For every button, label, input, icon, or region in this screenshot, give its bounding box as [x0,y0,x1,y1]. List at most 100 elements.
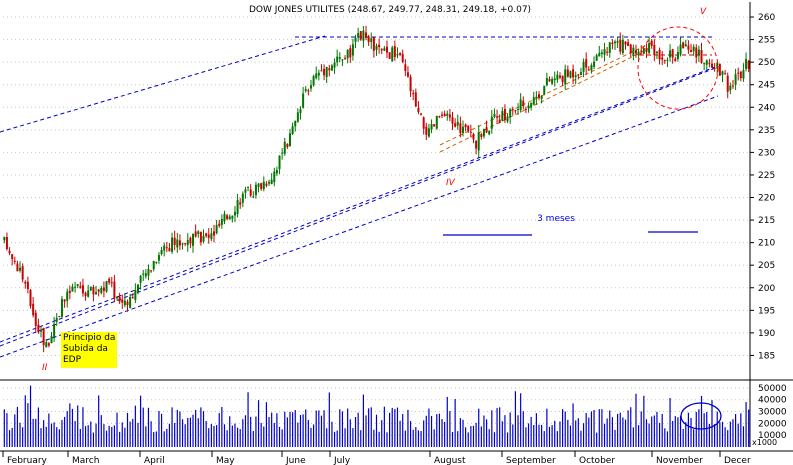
candle-body [359,31,362,40]
candle-body [653,44,656,56]
candle-body [446,113,449,116]
candle-body [519,99,522,111]
candle-body [63,299,66,302]
candle-body [731,85,734,87]
candle-body [100,287,103,294]
candle-body [511,108,514,110]
candle-body [55,317,58,322]
candle-body [142,273,145,275]
annotation-edp-line2: Subida da [63,344,108,354]
candle-body [396,54,399,56]
month-label: November [656,456,703,465]
volume-tick-label: 30000 [758,408,787,418]
candle-body [123,300,126,306]
annotation-label: 3 meses [537,214,575,224]
candle-body [354,37,357,42]
candle-body [603,49,606,55]
candle-body [627,42,630,46]
candle-body [157,255,160,261]
candle-body [742,70,745,79]
candle-body [493,113,496,118]
candle-body [210,233,213,240]
candle-body [506,116,509,122]
chart-title: DOW JONES UTILITES (248.67, 249.77, 248.… [249,5,531,15]
price-tick-label: 195 [758,306,775,316]
candle-body [34,312,37,326]
candle-body [496,116,499,118]
price-tick-label: 260 [758,13,775,23]
candle-body [3,237,6,241]
candle-body [228,216,231,220]
volume-bars [3,385,750,447]
candle-body [294,120,297,127]
axes [0,2,793,457]
candle-body [336,56,339,63]
candle-body [16,263,19,272]
candle-body [273,171,276,183]
candle-body [226,215,229,220]
candle-body [679,44,682,55]
candle-body [283,141,286,154]
candle-body [197,231,200,235]
candle-body [275,169,278,174]
candle-body [165,247,168,249]
candle-body [254,184,257,196]
volume-highlight-ellipse [680,402,722,430]
candle-body [593,61,596,67]
candle-body [60,298,63,317]
candle-body [351,44,354,56]
candle-body [634,50,637,54]
candle-body [509,109,512,117]
candle-body [97,289,100,292]
candle-body [451,117,454,124]
candle-body [95,292,98,295]
candle-body [608,42,611,53]
candle-body [291,126,294,135]
price-tick-label: 240 [758,103,775,113]
candle-body [178,240,181,246]
candle-body [168,248,171,252]
candle-body [621,39,624,53]
candle-body [454,123,457,127]
candle-body [296,112,299,122]
volume-tick-label: 40000 [758,396,787,406]
candle-body [11,254,14,260]
upper-channel-line [0,35,326,133]
candle-body [121,299,124,303]
candle-body [341,59,344,61]
candle-body [147,269,150,276]
price-tick-label: 250 [758,58,775,68]
candle-body [585,59,588,68]
candle-body [648,43,651,53]
candle-body [76,284,79,286]
month-label: September [506,456,556,465]
candle-body [79,286,82,288]
candle-body [163,245,166,251]
candle-body [58,316,61,318]
candle-body [517,108,520,110]
candle-body [716,62,719,69]
candle-body [383,48,386,51]
candle-body [388,52,391,59]
volume-tick-label: 10000 [758,431,787,441]
candle-body [74,286,77,288]
candle-body [690,50,693,53]
candle-body [244,189,247,193]
candle-body [307,90,310,92]
candle-body [173,237,176,245]
candle-body [330,65,333,71]
price-tick-label: 225 [758,171,775,181]
candle-body [344,58,347,60]
candle-body [734,74,737,85]
candle-body [572,69,575,78]
candle-body [134,290,137,300]
candle-body [527,105,530,108]
candle-body [160,249,163,255]
candle-body [5,237,8,250]
candle-body [674,58,677,62]
candle-body [302,93,305,108]
candle-body [401,53,404,62]
candle-body [535,96,538,99]
candle-body [697,49,700,56]
candle-body [150,270,153,272]
